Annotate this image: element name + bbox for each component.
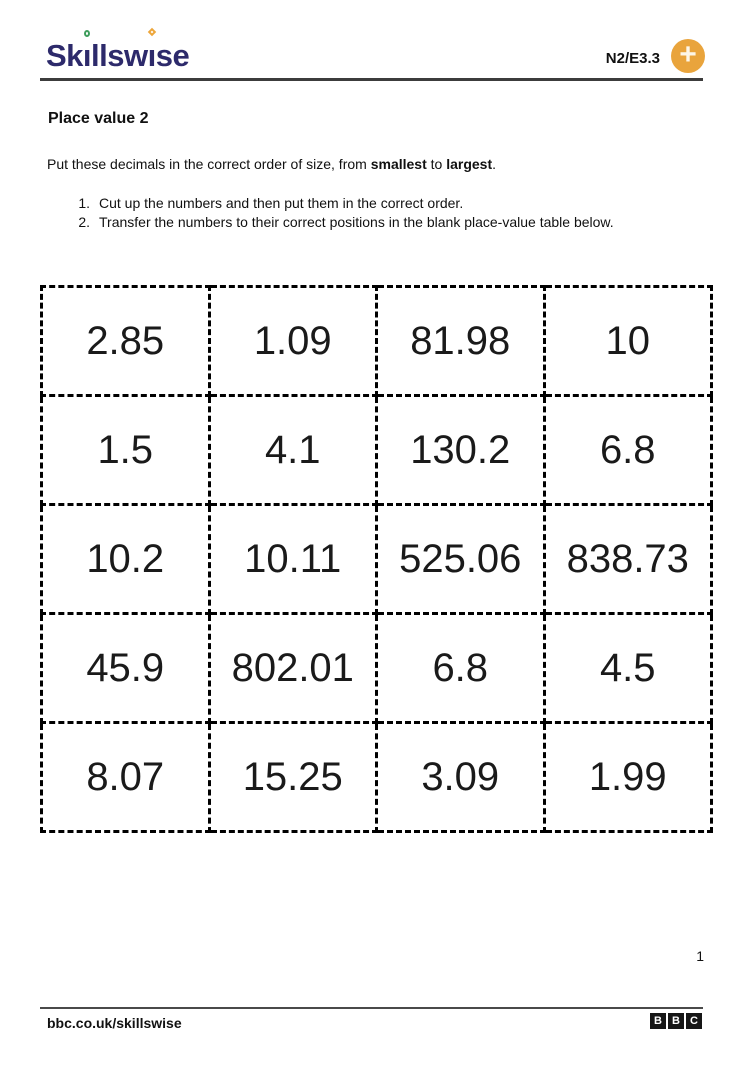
- green-ring-dot-icon: [83, 30, 90, 37]
- card-row: 2.85 1.09 81.98 10: [40, 285, 713, 397]
- header-divider: [40, 78, 703, 81]
- page-number: 1: [696, 948, 704, 964]
- instruction-number: 2.: [78, 214, 90, 230]
- number-card: 1.5: [40, 394, 211, 506]
- logo-segment: se: [155, 38, 190, 73]
- number-card: 130.2: [375, 394, 546, 506]
- intro-text: Put these decimals in the correct order …: [47, 156, 371, 172]
- number-card-grid: 2.85 1.09 81.98 10 1.5 4.1 130.2 6.8 10.…: [40, 285, 713, 833]
- number-card: 525.06: [375, 503, 546, 615]
- footer-divider: [40, 1007, 703, 1009]
- number-card: 802.01: [207, 612, 378, 724]
- number-card: 1.09: [207, 285, 378, 397]
- logo-i-first: ı: [83, 30, 92, 74]
- instruction-list: 1. Cut up the numbers and then put them …: [74, 194, 614, 232]
- instruction-item: 2. Transfer the numbers to their correct…: [74, 213, 614, 232]
- number-card: 10.11: [207, 503, 378, 615]
- number-card: 10: [542, 285, 713, 397]
- number-card: 1.99: [542, 721, 713, 833]
- card-row: 45.9 802.01 6.8 4.5: [40, 612, 713, 724]
- number-card: 6.8: [375, 612, 546, 724]
- number-card: 81.98: [375, 285, 546, 397]
- instruction-item: 1. Cut up the numbers and then put them …: [74, 194, 614, 213]
- logo-segment: Sk: [46, 38, 83, 73]
- bbc-logo-block: B: [668, 1013, 684, 1029]
- card-row: 8.07 15.25 3.09 1.99: [40, 721, 713, 833]
- orange-diamond-dot-icon: [147, 27, 156, 37]
- logo-segment: llsw: [91, 38, 148, 73]
- number-card: 2.85: [40, 285, 211, 397]
- number-card: 3.09: [375, 721, 546, 833]
- footer-site-url: bbc.co.uk/skillswise: [47, 1015, 182, 1031]
- intro-bold-smallest: smallest: [370, 156, 427, 172]
- number-card: 6.8: [542, 394, 713, 506]
- skillswise-logo: Sk ıllsw ıse: [46, 27, 190, 74]
- page-title: Place value 2: [48, 110, 149, 127]
- intro-sentence: Put these decimals in the correct order …: [47, 156, 496, 172]
- number-card: 15.25: [207, 721, 378, 833]
- intro-bold-largest: largest: [446, 156, 493, 172]
- instruction-number: 1.: [78, 195, 90, 211]
- bbc-logo: B B C: [650, 1013, 702, 1029]
- number-card: 10.2: [40, 503, 211, 615]
- number-card: 4.5: [542, 612, 713, 724]
- logo-i-second: ı: [147, 27, 156, 74]
- instruction-text: Cut up the numbers and then put them in …: [99, 195, 464, 211]
- number-card: 838.73: [542, 503, 713, 615]
- card-row: 10.2 10.11 525.06 838.73: [40, 503, 713, 615]
- number-card: 45.9: [40, 612, 211, 724]
- curriculum-level-code: N2/E3.3: [605, 50, 660, 67]
- bbc-logo-block: C: [686, 1013, 702, 1029]
- card-row: 1.5 4.1 130.2 6.8: [40, 394, 713, 506]
- plus-badge-icon: +: [671, 39, 705, 73]
- number-card: 8.07: [40, 721, 211, 833]
- bbc-logo-block: B: [650, 1013, 666, 1029]
- intro-text: to: [426, 156, 447, 172]
- number-card: 4.1: [207, 394, 378, 506]
- intro-text: .: [492, 156, 497, 172]
- instruction-text: Transfer the numbers to their correct po…: [99, 214, 614, 230]
